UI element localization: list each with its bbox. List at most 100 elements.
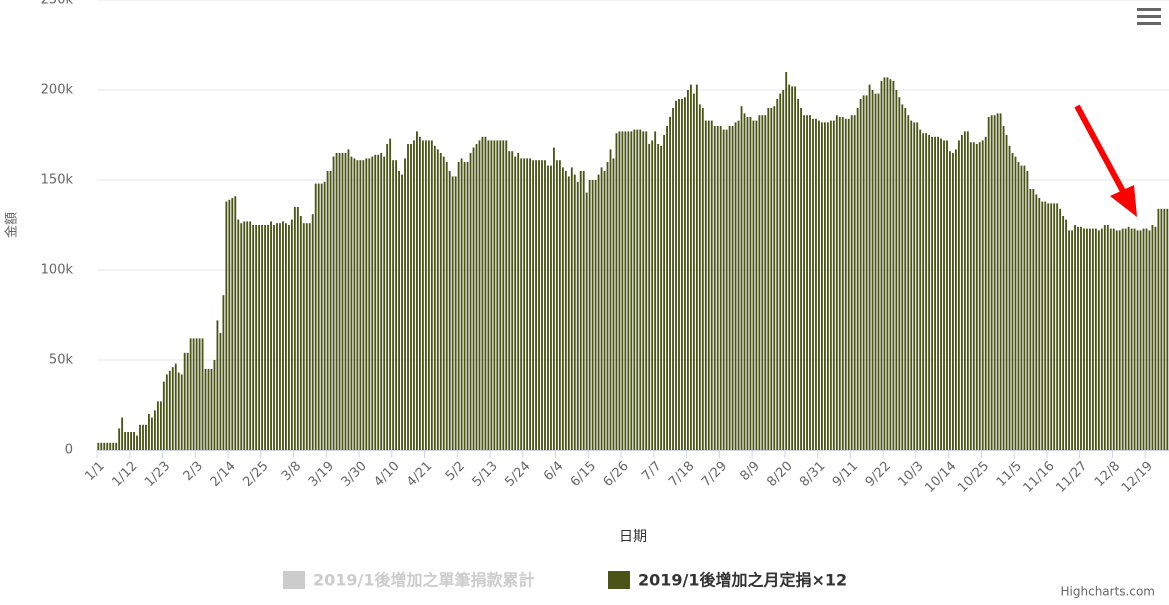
bar — [383, 156, 386, 450]
bar — [779, 93, 782, 450]
x-tick-label: 3/19 — [306, 459, 337, 490]
bar — [106, 442, 109, 450]
bar — [698, 104, 701, 451]
bar — [487, 140, 490, 450]
bar — [219, 333, 222, 450]
bar — [797, 99, 800, 450]
bar — [258, 225, 261, 450]
x-tick-label: 9/11 — [830, 459, 861, 490]
bar — [1065, 219, 1068, 450]
bar — [1106, 225, 1109, 450]
x-tick-label: 11/27 — [1053, 459, 1090, 496]
bar — [984, 136, 987, 451]
bar — [612, 158, 615, 450]
bar — [1035, 194, 1038, 450]
bar — [118, 428, 121, 450]
bar — [1068, 230, 1071, 450]
x-tick-label: 2/14 — [208, 459, 239, 490]
bar — [165, 374, 168, 450]
bar — [398, 171, 401, 450]
bar — [1115, 230, 1118, 450]
bar — [987, 117, 990, 450]
bar — [955, 149, 957, 450]
bar — [231, 198, 234, 450]
bar — [740, 106, 743, 450]
bar — [451, 176, 454, 450]
bar — [225, 201, 228, 450]
bar — [603, 171, 606, 450]
bar — [776, 99, 779, 450]
bar — [892, 81, 895, 450]
bar — [704, 120, 707, 450]
bar — [907, 115, 910, 450]
bar — [564, 171, 567, 450]
bar — [859, 99, 862, 450]
bar — [234, 196, 237, 450]
bar — [654, 131, 657, 450]
bar — [931, 136, 934, 451]
legend-item[interactable]: 2019/1後增加之單筆捐款累計 — [283, 571, 535, 590]
bar — [270, 221, 272, 450]
bar — [142, 424, 144, 450]
x-tick-label: 1/1 — [82, 459, 107, 484]
bar — [448, 171, 451, 450]
bar — [794, 86, 797, 451]
bar — [764, 115, 767, 450]
bar — [901, 104, 904, 451]
bar — [663, 135, 666, 450]
bar — [407, 144, 409, 450]
bar — [913, 122, 916, 451]
bar — [853, 115, 856, 450]
bar — [386, 144, 389, 450]
bar — [874, 93, 877, 450]
bar — [1166, 208, 1169, 450]
bar — [424, 140, 427, 450]
bar — [1047, 203, 1050, 450]
bar — [502, 140, 505, 450]
bar — [812, 118, 814, 451]
bar — [570, 167, 573, 450]
bar — [273, 225, 275, 450]
bar — [993, 115, 996, 450]
legend-item[interactable]: 2019/1後增加之月定捐×12 — [608, 571, 847, 590]
bar — [136, 435, 138, 450]
legend-label: 2019/1後增加之單筆捐款累計 — [313, 571, 535, 590]
bar — [1100, 228, 1103, 450]
bar — [460, 158, 463, 450]
bar — [472, 147, 475, 450]
menu-button[interactable] — [1137, 8, 1161, 25]
bar — [1044, 201, 1047, 450]
bar — [413, 140, 415, 450]
bar — [183, 352, 186, 450]
credits[interactable]: Highcharts.com — [1061, 585, 1155, 599]
bar — [1062, 216, 1065, 450]
bar — [493, 140, 496, 450]
bar — [1089, 228, 1091, 450]
bar — [1112, 228, 1115, 450]
bar — [865, 95, 868, 451]
bar — [695, 84, 698, 450]
bar — [389, 138, 392, 450]
bar — [550, 165, 552, 450]
bar — [1136, 230, 1139, 450]
bar — [978, 142, 981, 450]
bar — [972, 142, 975, 450]
menu-bar — [1137, 22, 1161, 25]
x-tick-label: 8/31 — [797, 459, 828, 490]
x-tick-label: 2/25 — [240, 459, 271, 490]
arrow-head — [1110, 185, 1137, 217]
bar — [207, 369, 210, 450]
bar — [100, 442, 103, 450]
x-tick-label: 4/21 — [404, 459, 435, 490]
bar — [115, 442, 118, 450]
bar — [555, 160, 558, 450]
bar — [963, 131, 966, 450]
bar — [177, 372, 180, 450]
bar — [317, 183, 320, 450]
bar — [633, 129, 636, 450]
bar — [374, 154, 377, 451]
bar — [684, 97, 686, 450]
bar — [419, 136, 421, 451]
bar — [627, 131, 630, 450]
bar — [618, 131, 621, 450]
